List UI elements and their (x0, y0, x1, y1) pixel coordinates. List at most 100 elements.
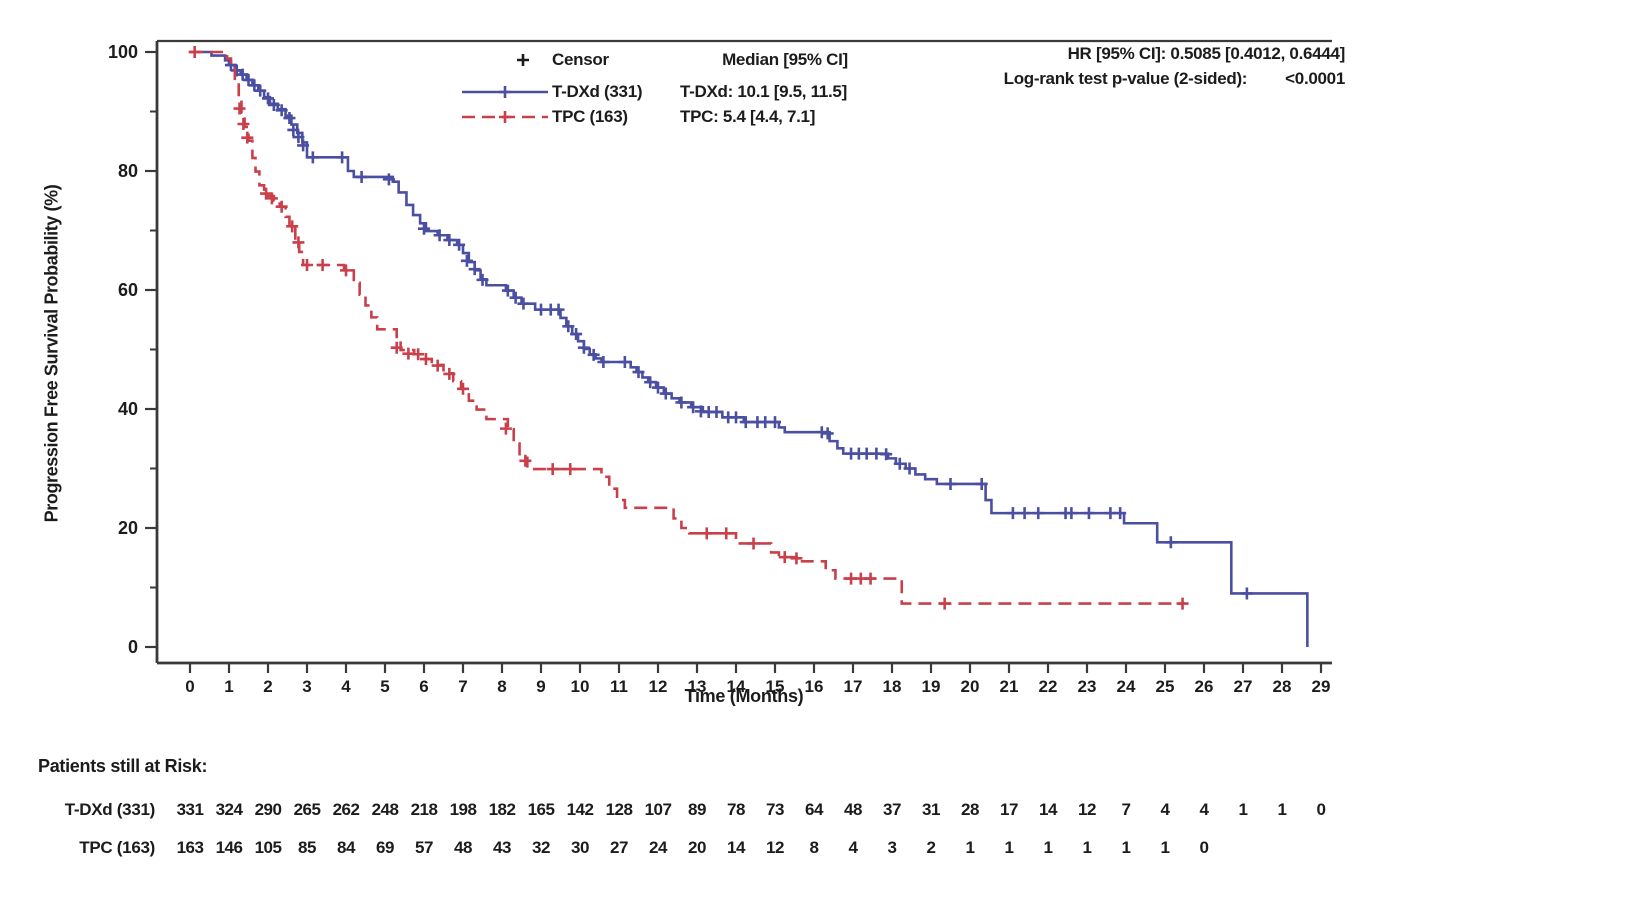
legend-censor-label: Censor (552, 50, 609, 69)
tdxd-censor-mark (1006, 507, 1019, 520)
tdxd-survival-curve (190, 50, 1309, 647)
risk-count: 28 (961, 800, 979, 819)
risk-count: 48 (844, 800, 862, 819)
tpc-survival-curve (190, 50, 1185, 605)
tdxd-censor-mark (562, 320, 575, 333)
risk-count: 262 (332, 800, 360, 819)
tpc-censor-mark (275, 200, 288, 213)
tdxd-censor-mark (517, 297, 530, 310)
risk-count: 84 (337, 838, 355, 857)
risk-count: 1 (1082, 838, 1092, 857)
tdxd-censor-mark (242, 73, 255, 86)
tdxd-censor-mark (509, 291, 522, 304)
tdxd-censor-mark (769, 416, 781, 429)
x-tick-label: 2 (263, 677, 272, 696)
x-tick-label: 9 (536, 677, 545, 696)
x-tick-label: 11 (610, 677, 628, 696)
risk-count: 182 (488, 800, 516, 819)
risk-count: 8 (809, 838, 819, 857)
tdxd-censor-mark (292, 131, 305, 144)
x-tick-label: 0 (185, 677, 194, 696)
risk-count: 1 (1043, 838, 1053, 857)
tdxd-censor-mark (821, 427, 834, 440)
x-tick-label: 1 (224, 677, 233, 696)
tdxd-censor-mark (552, 303, 565, 316)
tdxd-censor-mark (687, 401, 700, 414)
tpc-censor-mark (390, 341, 403, 354)
risk-count: 1 (965, 838, 975, 857)
x-tick-label: 20 (961, 677, 980, 696)
risk-count: 4 (1160, 800, 1170, 819)
tpc-censor-mark (778, 551, 791, 564)
risk-count: 1 (1121, 838, 1131, 857)
legend-censor-icon (517, 54, 529, 66)
risk-count: 165 (527, 800, 555, 819)
tdxd-censor-mark (739, 416, 752, 429)
tdxd-censor-mark (254, 84, 267, 97)
tpc-censor-mark (457, 382, 469, 395)
x-tick-label: 19 (922, 677, 941, 696)
x-tick-label: 13 (688, 677, 707, 696)
tpc-censor-mark (265, 192, 278, 205)
risk-count: 107 (644, 800, 672, 819)
risk-count: 324 (215, 800, 243, 819)
tdxd-censor-mark (248, 79, 261, 92)
x-tick-label: 4 (341, 677, 351, 696)
tpc-censor-mark (237, 117, 250, 130)
x-tick-label: 18 (883, 677, 902, 696)
risk-count: 14 (727, 838, 745, 857)
tdxd-censor-mark (880, 448, 893, 461)
x-tick-label: 26 (1195, 677, 1214, 696)
tpc-censor-mark (419, 353, 432, 366)
tdxd-censor-mark (287, 123, 300, 136)
tpc-censor-mark (747, 537, 760, 550)
x-tick-label: 23 (1078, 677, 1097, 696)
risk-count: 32 (532, 838, 550, 857)
risk-count: 78 (727, 800, 745, 819)
tpc-censor-mark (292, 236, 305, 249)
tdxd-censor-mark (501, 284, 514, 297)
x-tick-label: 21 (1000, 677, 1019, 696)
x-tick-label: 14 (727, 677, 746, 696)
risk-count: 4 (848, 838, 858, 857)
tdxd-censor-mark (297, 139, 310, 152)
y-tick-label: 20 (118, 518, 138, 538)
risk-count: 14 (1039, 800, 1057, 819)
tpc-censor-mark (519, 454, 532, 467)
tdxd-censor-mark (262, 92, 274, 105)
y-tick-label: 100 (108, 42, 138, 62)
x-tick-label: 24 (1117, 677, 1136, 696)
risk-count: 128 (605, 800, 633, 819)
tpc-censor-mark (316, 259, 329, 272)
tdxd-censor-mark (1114, 507, 1127, 520)
risk-count: 12 (1078, 800, 1096, 819)
tdxd-censor-mark (336, 151, 349, 164)
x-tick-label: 3 (302, 677, 311, 696)
risk-count: 2 (926, 838, 936, 857)
tpc-censor-mark (720, 527, 733, 540)
logrank-value: <0.0001 (1285, 69, 1345, 88)
tpc-censor-mark (188, 46, 201, 58)
tpc-censor-mark (1176, 597, 1189, 610)
risk-count: 0 (1199, 838, 1209, 857)
risk-count: 198 (449, 800, 477, 819)
risk-count: 69 (376, 838, 394, 857)
median-tpc-value: TPC: 5.4 [4.4, 7.1] (680, 107, 816, 126)
x-tick-label: 28 (1273, 677, 1292, 696)
tdxd-censor-mark (632, 366, 645, 379)
tpc-censor-mark (301, 259, 313, 272)
x-tick-label: 8 (497, 677, 506, 696)
risk-count: 64 (805, 800, 823, 819)
tdxd-censor-mark (1164, 536, 1177, 549)
tpc-censor-mark (499, 422, 512, 435)
tdxd-censor-mark (597, 355, 610, 368)
tdxd-censor-mark (433, 229, 446, 242)
y-tick-label: 0 (128, 637, 138, 657)
tpc-censor-mark (546, 463, 559, 476)
tdxd-censor-mark (944, 477, 957, 490)
tpc-censor-mark (443, 367, 456, 380)
risk-count: 27 (610, 838, 628, 857)
median-tdxd-value: T-DXd: 10.1 [9.5, 11.5] (680, 82, 847, 101)
